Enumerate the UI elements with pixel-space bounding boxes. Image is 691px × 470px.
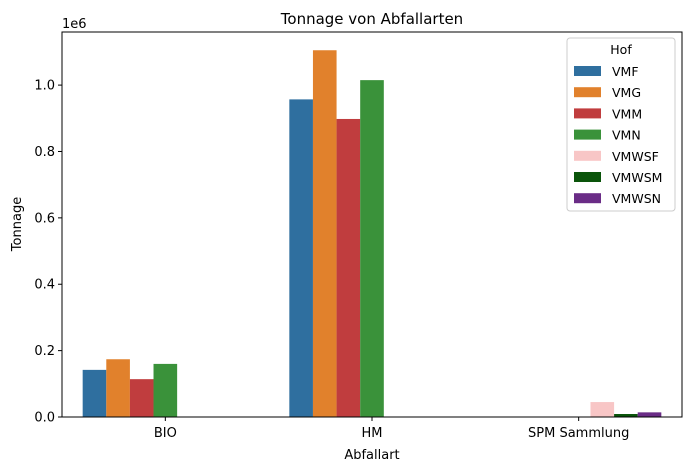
y-tick-label: 1.0 — [34, 79, 55, 94]
legend-swatch-vmwsm — [574, 172, 601, 182]
y-tick-label: 0.6 — [34, 211, 55, 226]
x-tick-label: SPM Sammlung — [528, 426, 629, 441]
legend-items: VMF VMG VMM VMN VMWSF VMWSM VMWSN — [574, 64, 662, 206]
legend-label-vmwsm: VMWSM — [612, 170, 662, 185]
chart-title: Tonnage von Abfallarten — [280, 10, 463, 28]
y-axis-label: Tonnage — [10, 197, 25, 252]
y-tick-label: 0.2 — [34, 344, 55, 359]
bar-vmwsm-spm-sammlung — [614, 414, 638, 417]
y-tick-label: 0.4 — [34, 278, 55, 293]
legend-label-vmn: VMN — [612, 128, 641, 143]
x-axis-label: Abfallart — [344, 448, 399, 463]
legend-swatch-vmm — [574, 108, 601, 119]
legend-label-vmf: VMF — [612, 64, 639, 79]
y-tick-label: 0.8 — [34, 145, 55, 160]
legend-box — [566, 37, 676, 212]
x-tick-label: BIO — [154, 426, 177, 441]
y-axis-offset-label: 1e6 — [62, 17, 87, 32]
bar-vmf-hm — [289, 99, 313, 418]
plot-frame — [61, 31, 683, 418]
legend-label-vmm: VMM — [612, 106, 642, 121]
legend: Hof VMF VMG VMM VMN VMWSF VMWSM VMWSN — [566, 37, 676, 212]
bar-vmg-bio — [106, 359, 130, 417]
bar-vmwsf-spm-sammlung — [590, 402, 615, 417]
legend-swatch-vmf — [574, 66, 601, 76]
bar-vmm-hm — [336, 118, 361, 418]
y-axis-ticks: 0.0 0.2 0.4 0.6 0.8 1.0 — [34, 79, 62, 426]
bar-vmg-hm — [312, 50, 337, 417]
x-axis-ticks: BIO HM SPM Sammlung — [154, 417, 629, 441]
legend-label-vmwsn: VMWSN — [612, 191, 661, 206]
y-tick-label: 0.0 — [34, 411, 55, 426]
legend-swatch-vmwsf — [574, 150, 601, 161]
bar-vmn-bio — [153, 363, 178, 417]
legend-title: Hof — [610, 42, 632, 57]
bar-vmm-bio — [129, 379, 154, 417]
bar-vmn-hm — [360, 80, 384, 418]
legend-label-vmg: VMG — [612, 85, 641, 100]
legend-swatch-vmg — [574, 87, 601, 98]
bar-vmf-bio — [82, 369, 107, 417]
bar-vmwsn-spm-sammlung — [637, 412, 662, 417]
legend-swatch-vmn — [574, 129, 601, 140]
legend-swatch-vmwsn — [574, 193, 601, 204]
x-tick-label: HM — [362, 426, 383, 441]
legend-label-vmwsf: VMWSF — [612, 149, 659, 164]
bars-group — [82, 50, 662, 418]
